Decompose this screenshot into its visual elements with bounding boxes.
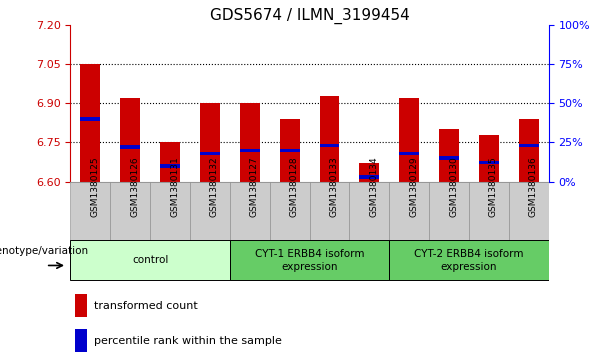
Bar	[75, 294, 87, 317]
Bar	[240, 148, 260, 152]
Text: GSM1380135: GSM1380135	[489, 156, 498, 217]
Bar	[270, 182, 310, 241]
Bar	[319, 96, 340, 182]
Bar	[469, 182, 509, 241]
Bar	[519, 119, 539, 182]
Text: GSM1380125: GSM1380125	[91, 156, 99, 217]
Bar	[160, 164, 180, 168]
Bar	[359, 175, 379, 179]
Bar	[399, 152, 419, 155]
Bar	[150, 182, 190, 241]
Bar	[280, 119, 300, 182]
Bar	[319, 144, 340, 147]
Bar	[479, 161, 499, 164]
Bar	[429, 182, 469, 241]
Bar	[190, 182, 230, 241]
Bar	[120, 98, 140, 182]
Bar	[389, 182, 429, 241]
Text: GSM1380130: GSM1380130	[449, 156, 458, 217]
Bar	[120, 146, 140, 149]
Bar	[439, 130, 459, 182]
Bar	[280, 148, 300, 152]
Bar	[439, 156, 459, 160]
Text: GSM1380136: GSM1380136	[528, 156, 538, 217]
Text: GSM1380134: GSM1380134	[369, 156, 378, 217]
Bar	[479, 135, 499, 182]
Text: CYT-2 ERBB4 isoform
expression: CYT-2 ERBB4 isoform expression	[414, 249, 524, 272]
Text: GSM1380128: GSM1380128	[289, 156, 299, 217]
Bar	[80, 65, 101, 182]
Bar	[160, 142, 180, 182]
Bar	[310, 182, 349, 241]
Bar	[509, 182, 549, 241]
Text: control: control	[132, 256, 169, 265]
Bar	[389, 240, 549, 281]
Text: GSM1380127: GSM1380127	[250, 156, 259, 217]
Bar	[110, 182, 150, 241]
Bar	[349, 182, 389, 241]
Bar	[519, 144, 539, 147]
Bar	[359, 163, 379, 182]
Title: GDS5674 / ILMN_3199454: GDS5674 / ILMN_3199454	[210, 8, 409, 24]
Text: GSM1380133: GSM1380133	[330, 156, 338, 217]
Text: genotype/variation: genotype/variation	[0, 246, 88, 256]
Text: percentile rank within the sample: percentile rank within the sample	[94, 336, 282, 346]
Bar	[70, 240, 230, 281]
Text: GSM1380129: GSM1380129	[409, 156, 418, 217]
Bar	[230, 182, 270, 241]
Bar	[200, 103, 220, 182]
Bar	[240, 103, 260, 182]
Text: GSM1380126: GSM1380126	[130, 156, 139, 217]
Bar	[399, 98, 419, 182]
Bar	[230, 240, 389, 281]
Bar	[200, 152, 220, 155]
Text: CYT-1 ERBB4 isoform
expression: CYT-1 ERBB4 isoform expression	[255, 249, 364, 272]
Text: transformed count: transformed count	[94, 301, 198, 310]
Bar	[75, 330, 87, 352]
Bar	[70, 182, 110, 241]
Text: GSM1380131: GSM1380131	[170, 156, 179, 217]
Bar	[80, 117, 101, 121]
Text: GSM1380132: GSM1380132	[210, 156, 219, 217]
